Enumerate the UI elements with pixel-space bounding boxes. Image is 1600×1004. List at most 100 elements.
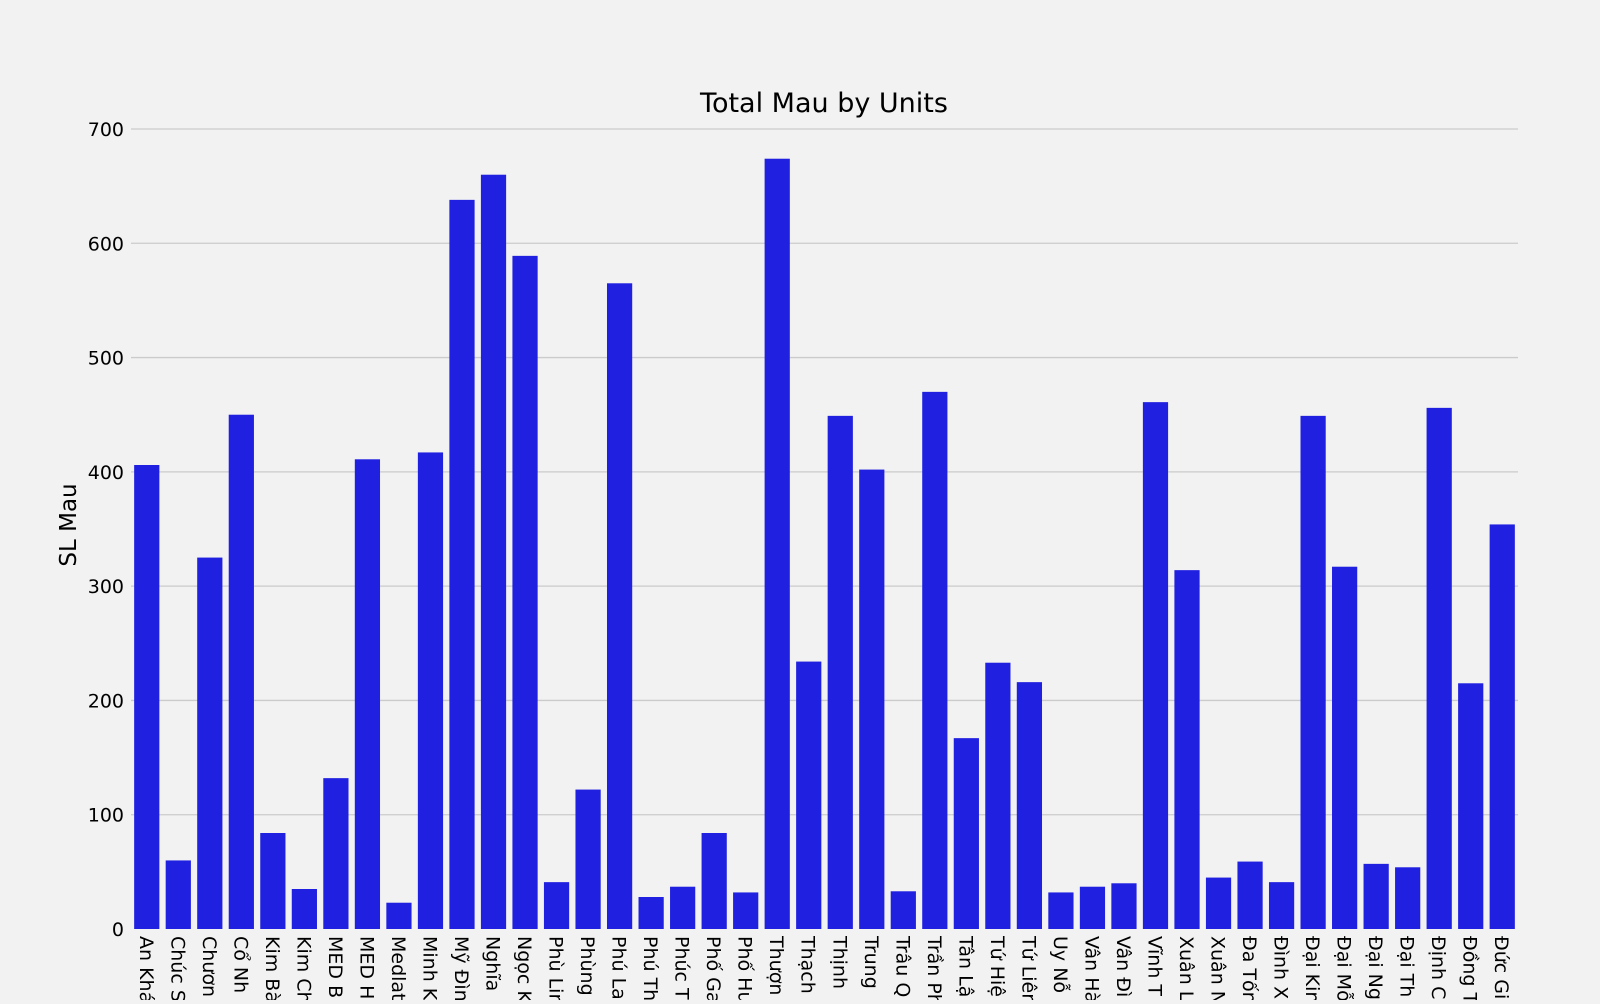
- bar: [1205, 877, 1232, 929]
- bar: [1300, 415, 1326, 929]
- x-tick-label: Medlat: [387, 936, 409, 1000]
- x-tick-label: Vân Hà: [1080, 936, 1102, 1000]
- x-tick-label: Vân Đì: [1112, 936, 1134, 997]
- bar: [1016, 682, 1043, 929]
- x-tick-label: Phú La: [608, 936, 630, 1000]
- bar: [228, 414, 254, 929]
- x-tick-label: Thượn: [765, 935, 787, 995]
- x-tick-label: MED H: [355, 936, 377, 999]
- x-tick-label: Cổ Nh: [229, 936, 251, 993]
- x-tick-label: Xuân L: [1175, 936, 1197, 1000]
- x-tick-label: Mỹ Đìn: [450, 936, 472, 1000]
- bar: [733, 892, 759, 929]
- bar: [890, 891, 916, 929]
- bar: [480, 174, 507, 929]
- bar: [1268, 882, 1295, 929]
- bar: [449, 199, 475, 929]
- x-tick-label: Phố Hu: [734, 936, 756, 1000]
- x-tick-label: Uy Nỗ: [1049, 936, 1072, 993]
- x-tick-label: Trâu Q: [891, 935, 913, 997]
- bar: [953, 738, 979, 929]
- y-tick-label: 100: [88, 805, 124, 827]
- x-tick-label: Đại Mỗ: [1333, 936, 1356, 1000]
- x-tick-label: Minh K: [418, 936, 440, 1000]
- y-tick-label: 700: [88, 119, 124, 141]
- x-tick-label: Kim Bà: [261, 936, 283, 1000]
- bar: [543, 882, 570, 929]
- bar: [1079, 886, 1106, 929]
- chart-title: Total Mau by Units: [699, 88, 948, 119]
- bar: [197, 557, 223, 929]
- y-tick-label: 300: [88, 576, 124, 598]
- x-tick-label: Trần Ph: [923, 935, 945, 1000]
- bar: [1426, 407, 1452, 929]
- x-tick-label: Đức Gi: [1490, 936, 1512, 999]
- bar: [606, 283, 633, 929]
- bar: [354, 459, 381, 929]
- x-tick-label: Đại Ng: [1364, 936, 1386, 1000]
- bar: [827, 415, 853, 929]
- x-tick-label: Đình X: [1270, 936, 1292, 999]
- bar: [512, 255, 538, 929]
- x-tick-label: Vĩnh T: [1143, 936, 1165, 996]
- x-tick-label: Đa Tốn: [1238, 936, 1260, 1000]
- bar: [985, 662, 1011, 929]
- bar: [134, 465, 160, 929]
- x-tick-label: Thịnh: [828, 935, 850, 989]
- bar: [1237, 861, 1263, 929]
- bar: [1048, 892, 1074, 929]
- y-tick-label: 500: [88, 348, 124, 370]
- x-tick-label: Tứ Hiệ: [986, 935, 1008, 997]
- x-tick-label: Thạch: [797, 935, 819, 994]
- x-tick-label: Chúc S: [166, 936, 188, 1000]
- bar: [1174, 570, 1200, 929]
- bar: [165, 860, 191, 929]
- x-tick-label: Đồng T: [1459, 936, 1481, 1000]
- x-tick-label: Trung: [860, 935, 882, 989]
- x-tick-label: Ngọc K: [513, 936, 535, 1000]
- x-tick-label: Đại Th: [1396, 936, 1418, 997]
- x-axis-ticks: An Khá Chúc S Chươn Cổ Nh Kim Bà Kim Ch MED B M…: [135, 935, 1512, 1004]
- x-tick-label: MED B: [324, 936, 346, 998]
- bar: [417, 452, 444, 929]
- x-tick-label: Phú Th: [639, 936, 661, 1000]
- bar: [764, 158, 790, 929]
- bar: [1363, 863, 1389, 929]
- bar: [701, 833, 727, 929]
- bar: [1332, 566, 1358, 929]
- y-tick-label: 200: [88, 690, 124, 712]
- x-tick-label: Đại Kin: [1301, 936, 1323, 1000]
- x-tick-label: Phố Ga: [702, 936, 724, 1000]
- y-tick-label: 600: [88, 233, 124, 255]
- x-tick-label: Tân Lậ: [954, 935, 976, 997]
- bar: [291, 889, 317, 929]
- y-axis-label: SL Mau: [56, 483, 82, 566]
- bar: [638, 897, 664, 929]
- bar: [670, 886, 696, 929]
- bar: [386, 902, 412, 929]
- bars: [134, 158, 1515, 930]
- bar: [323, 778, 349, 929]
- y-tick-label: 400: [88, 462, 124, 484]
- bar: [859, 469, 885, 929]
- x-tick-label: Phúc T: [671, 936, 693, 1000]
- bar: [1142, 402, 1169, 930]
- x-tick-label: Xuân N: [1207, 936, 1229, 1000]
- x-tick-label: An Khá: [135, 936, 157, 1000]
- bar: [575, 789, 601, 929]
- x-tick-label: Nghĩa: [482, 936, 504, 991]
- x-tick-label: Chươn: [198, 936, 220, 997]
- bar: [796, 661, 822, 929]
- x-tick-label: Tứ Liên: [1017, 935, 1039, 1000]
- bar: [260, 833, 286, 929]
- bar: [1111, 883, 1137, 929]
- bar: [1489, 524, 1515, 929]
- bar: [922, 391, 948, 929]
- x-tick-label: Định C: [1427, 936, 1449, 999]
- x-tick-label: Kim Ch: [292, 936, 314, 1000]
- x-tick-label: Phùng: [576, 936, 598, 996]
- y-axis-ticks: 0 100 200 300 400 500 600 700: [88, 119, 124, 941]
- bar: [1458, 683, 1484, 929]
